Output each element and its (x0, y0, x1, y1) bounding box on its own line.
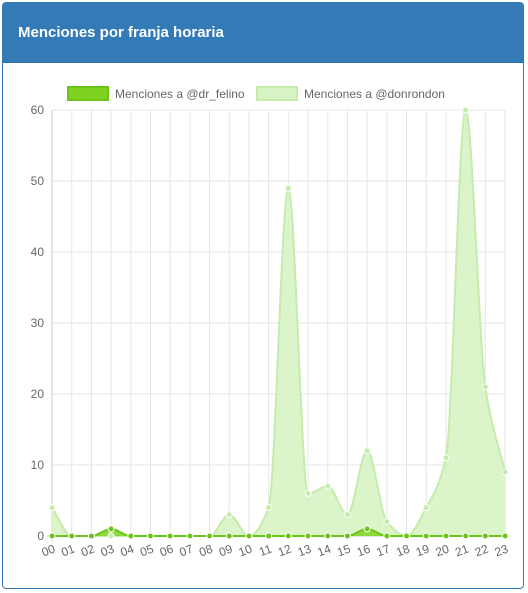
y-tick-label-50: 50 (31, 174, 45, 188)
data-point-s1-13[interactable] (304, 489, 312, 497)
x-tick-label-19: 19 (414, 542, 432, 560)
panel-title: Menciones por franja horaria (18, 24, 224, 41)
x-tick-label-03: 03 (99, 542, 117, 560)
data-point-s0-19[interactable] (422, 532, 430, 540)
data-point-s1-20[interactable] (442, 454, 450, 462)
x-tick-label-11: 11 (257, 542, 274, 560)
x-tick-label-22: 22 (473, 542, 491, 560)
data-point-s0-10[interactable] (245, 532, 253, 540)
data-point-s0-15[interactable] (343, 532, 351, 540)
y-tick-label-30: 30 (31, 316, 45, 330)
series-area-1 (52, 110, 505, 536)
data-point-s0-02[interactable] (87, 532, 95, 540)
data-point-s0-22[interactable] (481, 532, 489, 540)
data-point-s0-21[interactable] (462, 532, 470, 540)
data-point-s0-20[interactable] (442, 532, 450, 540)
chart-points (48, 106, 509, 540)
data-point-s1-12[interactable] (284, 184, 292, 192)
data-point-s0-06[interactable] (166, 532, 174, 540)
data-point-s1-17[interactable] (383, 518, 391, 526)
y-tick-label-10: 10 (31, 458, 45, 472)
x-tick-label-02: 02 (79, 542, 97, 560)
x-tick-label-17: 17 (375, 542, 393, 560)
data-point-s0-18[interactable] (403, 532, 411, 540)
y-tick-label-0: 0 (37, 529, 44, 543)
legend-item-0[interactable]: Menciones a @dr_felino (67, 86, 245, 101)
data-point-s1-03[interactable] (107, 532, 115, 540)
data-point-s0-05[interactable] (146, 532, 154, 540)
x-tick-label-10: 10 (237, 542, 255, 560)
data-point-s1-14[interactable] (324, 482, 332, 490)
x-tick-label-00: 00 (40, 542, 58, 560)
data-point-s0-01[interactable] (68, 532, 76, 540)
x-tick-label-06: 06 (158, 542, 176, 560)
legend-item-1[interactable]: Menciones a @donrondon (256, 86, 445, 101)
y-tick-label-40: 40 (31, 245, 45, 259)
x-tick-label-20: 20 (434, 542, 452, 560)
data-point-s1-11[interactable] (265, 504, 273, 512)
data-point-s0-13[interactable] (304, 532, 312, 540)
data-point-s0-07[interactable] (186, 532, 194, 540)
panel-heading: Menciones por franja horaria (3, 3, 523, 63)
y-tick-label-60: 60 (31, 103, 45, 117)
data-point-s0-14[interactable] (324, 532, 332, 540)
data-point-s1-15[interactable] (343, 511, 351, 519)
x-tick-label-13: 13 (296, 542, 314, 560)
data-point-s1-09[interactable] (225, 511, 233, 519)
data-point-s0-23[interactable] (501, 532, 509, 540)
data-point-s1-16[interactable] (363, 447, 371, 455)
x-tick-label-07: 07 (178, 542, 196, 560)
data-point-s0-00[interactable] (48, 532, 56, 540)
data-point-s0-11[interactable] (265, 532, 273, 540)
legend-swatch-1 (256, 86, 298, 101)
data-point-s1-21[interactable] (462, 106, 470, 114)
x-tick-label-23: 23 (493, 542, 511, 560)
y-tick-label-20: 20 (31, 387, 45, 401)
data-point-s0-04[interactable] (127, 532, 135, 540)
data-point-s0-08[interactable] (206, 532, 214, 540)
data-point-s0-03[interactable] (107, 525, 115, 533)
x-tick-label-15: 15 (335, 542, 353, 560)
x-tick-label-08: 08 (197, 542, 215, 560)
x-axis: 00 01 02 03 04 05 06 07 08 09 10 11 12 13 14 15 16 17 18 19… (40, 542, 511, 560)
x-tick-label-01: 01 (59, 542, 77, 560)
data-point-s0-17[interactable] (383, 532, 391, 540)
x-tick-label-14: 14 (315, 542, 333, 560)
data-point-s1-22[interactable] (481, 383, 489, 391)
data-point-s0-16[interactable] (363, 525, 371, 533)
data-point-s1-19[interactable] (422, 504, 430, 512)
y-axis: 0 10 20 30 40 50 60 (31, 103, 45, 543)
data-point-s0-09[interactable] (225, 532, 233, 540)
x-tick-label-05: 05 (138, 542, 156, 560)
x-tick-label-09: 09 (217, 542, 235, 560)
chart-legend[interactable]: Menciones a @dr_felino Menciones a @donro… (67, 86, 445, 101)
x-tick-label-04: 04 (118, 542, 136, 560)
data-point-s0-12[interactable] (284, 532, 292, 540)
x-tick-label-18: 18 (394, 542, 412, 560)
legend-label-0: Menciones a @dr_felino (115, 87, 245, 101)
legend-label-1: Menciones a @donrondon (304, 87, 445, 101)
x-tick-label-16: 16 (355, 542, 373, 560)
x-tick-label-21: 21 (453, 542, 471, 560)
data-point-s1-00[interactable] (48, 504, 56, 512)
legend-swatch-0 (67, 86, 109, 101)
data-point-s1-23[interactable] (501, 468, 509, 476)
x-tick-label-12: 12 (276, 542, 294, 560)
